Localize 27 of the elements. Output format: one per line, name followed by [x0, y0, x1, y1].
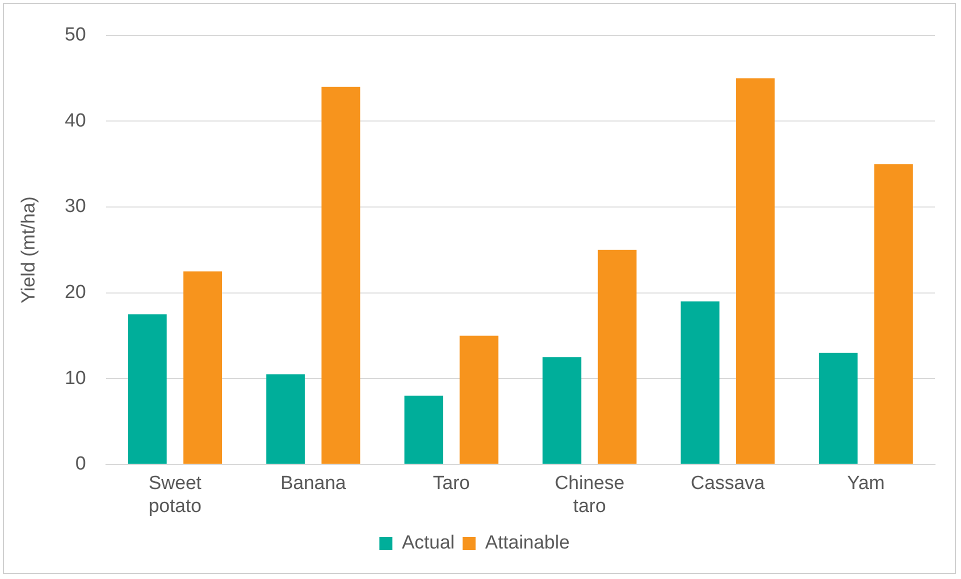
bar: [598, 250, 637, 464]
bar: [542, 357, 582, 464]
y-tick-label: 20: [64, 282, 86, 304]
x-tick-label: Cassava: [690, 473, 766, 494]
legend-label: Actual: [402, 532, 455, 554]
y-tick-label: 30: [64, 196, 86, 218]
y-tick-label: 0: [75, 454, 86, 475]
bar: [460, 336, 498, 464]
x-tick-label: Taro: [432, 473, 470, 494]
legend-label: Attainable: [485, 532, 570, 554]
x-tick-label: Chinese taro: [554, 473, 624, 517]
y-axis-title: Yield (mt/ha): [18, 196, 40, 304]
x-tick-label: Banana: [280, 473, 346, 494]
x-tick-label: Sweet potato: [148, 473, 202, 517]
bar: [736, 78, 775, 464]
bar: [818, 352, 858, 464]
bar: [183, 271, 222, 464]
bar: [321, 86, 360, 464]
y-tick-label: 10: [64, 368, 86, 389]
y-tick-label: 50: [64, 24, 86, 46]
bar: [128, 314, 167, 464]
x-tick-label: Yam: [847, 473, 885, 494]
bar: [874, 164, 913, 464]
bar: [680, 301, 720, 464]
bar: [266, 374, 305, 464]
y-tick-label: 40: [64, 110, 86, 132]
bar: [404, 396, 444, 464]
